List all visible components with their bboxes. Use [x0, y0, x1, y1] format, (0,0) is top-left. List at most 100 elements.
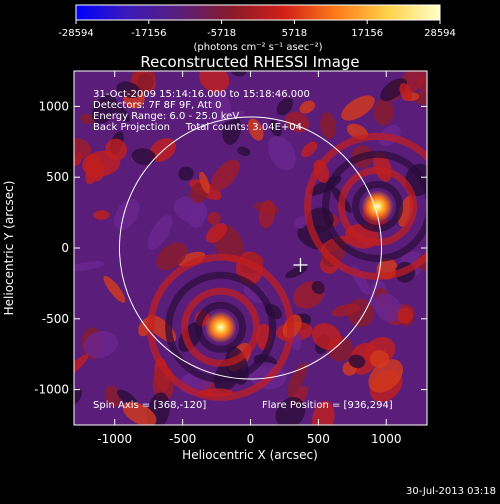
source-ring: [195, 301, 247, 353]
heatmap-blob: [275, 397, 306, 425]
colorbar-tick-label: 17156: [351, 28, 383, 39]
heatmap-blob: [113, 198, 140, 231]
heatmap-blob: [116, 81, 142, 99]
heatmap-blob: [301, 141, 318, 158]
x-tick-label: 500: [307, 432, 330, 446]
heatmap-blob: [103, 275, 126, 303]
heatmap-blob: [413, 90, 427, 105]
colorbar-tick-label: -17156: [131, 28, 166, 39]
heatmap-blob: [285, 265, 308, 279]
heatmap-blob: [341, 95, 375, 121]
heatmap-blob: [311, 323, 342, 351]
heatmap-blob: [369, 350, 390, 368]
info-spin-axis: Spin Axis = [368,-120]: [93, 400, 206, 411]
heatmap-blob: [299, 100, 316, 114]
heatmap-blob: [311, 281, 325, 295]
heatmap-blob: [104, 385, 122, 407]
heatmap-blob: [156, 242, 188, 271]
heatmap-blob: [380, 78, 408, 102]
heatmap-blob: [294, 216, 308, 229]
heatmap-blob: [122, 401, 157, 425]
heatmap-blob: [131, 148, 157, 166]
heatmap-blob: [74, 354, 89, 380]
heatmap-blob: [178, 166, 194, 181]
heatmap-blob: [199, 71, 230, 93]
heatmap-blob: [237, 146, 251, 156]
axes: -1000 -500 0 500 1000 -1000 -500 0 500 1000: [34, 71, 427, 446]
timestamp: 30-Jul-2013 03:18: [406, 486, 496, 497]
y-tick-label: -500: [42, 312, 69, 326]
heatmap-blob: [312, 400, 335, 425]
colorbar-tick-label: 28594: [424, 28, 456, 39]
x-tick-label: 0: [247, 432, 255, 446]
heatmap-blob: [331, 303, 361, 317]
heatmap-blob: [210, 110, 245, 124]
heatmap-blob: [285, 111, 310, 133]
solar-limb-circle: [118, 116, 383, 380]
heatmap-blob: [348, 354, 366, 369]
heatmap-blob: [247, 118, 264, 141]
heatmap-blob: [187, 202, 207, 228]
source-ring: [165, 271, 277, 383]
y-tick-label: 1000: [38, 99, 69, 113]
heatmap-blob: [205, 223, 228, 243]
x-tick-label: -1000: [97, 432, 132, 446]
heatmap-blob: [287, 362, 308, 397]
heatmap-blob: [222, 114, 242, 145]
heatmap-blob: [276, 97, 294, 116]
heatmap-blob: [320, 112, 337, 140]
source-ring: [147, 253, 295, 401]
heatmap-blob: [208, 91, 232, 116]
y-axis-label: Heliocentric Y (arcsec): [2, 181, 16, 316]
x-axis-label: Heliocentric X (arcsec): [182, 448, 318, 462]
colorbar: [75, 4, 441, 21]
chart-title: Reconstructed RHESSI Image: [140, 53, 359, 71]
heatmap-blob: [74, 261, 105, 272]
info-time-range: 31-Oct-2009 15:14:16.000 to 15:18:46.000: [93, 89, 310, 100]
heatmap-blob: [74, 138, 92, 160]
x-tick-label: -500: [169, 432, 196, 446]
flare-source: [361, 190, 394, 223]
colorbar-tick-label: -5718: [207, 28, 236, 39]
heatmap-blob: [267, 135, 296, 171]
heatmap-blob: [417, 77, 427, 92]
heatmap-blob: [85, 160, 100, 185]
info-energy-range: Energy Range: 6.0 - 25.0 keV: [93, 111, 239, 122]
heatmap-blob: [207, 211, 221, 225]
heatmap-blob: [374, 293, 402, 323]
heatmap-blob: [147, 215, 173, 251]
y-tick-label: 0: [61, 241, 69, 255]
x-tick-label: 1000: [371, 432, 402, 446]
heatmap-blob: [137, 73, 154, 92]
source-ring: [322, 150, 427, 262]
y-tick-label: -1000: [34, 383, 69, 397]
heatmap-image: [74, 71, 427, 425]
heatmap-blob: [258, 199, 276, 229]
info-method-counts: Back Projection Total counts: 3.04E+04: [93, 122, 302, 133]
heatmap-blob: [269, 120, 282, 137]
heatmap-blob: [91, 94, 118, 125]
y-tick-label: 500: [46, 170, 69, 184]
heatmap-blob: [210, 159, 240, 192]
source-ring: [304, 132, 427, 280]
source-ring: [352, 180, 404, 232]
heatmap-blob: [397, 307, 414, 324]
info-flare-position: Flare Position = [936,294]: [262, 400, 393, 411]
heatmap-blob: [399, 83, 413, 101]
heatmap-blob: [373, 98, 395, 126]
flare-source: [204, 311, 237, 344]
info-detectors: Detectors: 7F 8F 9F, Att 0: [93, 100, 221, 111]
colorbar-unit-label: (photons cm⁻² s⁻¹ asec⁻²): [193, 42, 322, 53]
heatmap-blob: [80, 113, 95, 125]
colorbar-tick-label: -28594: [58, 28, 93, 39]
source-ring: [338, 166, 418, 246]
colorbar-ticks: -28594 -17156 -5718 5718 17156 28594: [58, 20, 456, 39]
colorbar-tick-label: 5718: [282, 28, 307, 39]
heatmap-blob: [113, 103, 131, 122]
heatmap-blob: [105, 138, 128, 161]
heatmap-blob: [83, 331, 118, 359]
heatmap-blob: [93, 210, 110, 220]
heatmap-blob: [149, 138, 177, 162]
source-ring: [181, 287, 261, 367]
